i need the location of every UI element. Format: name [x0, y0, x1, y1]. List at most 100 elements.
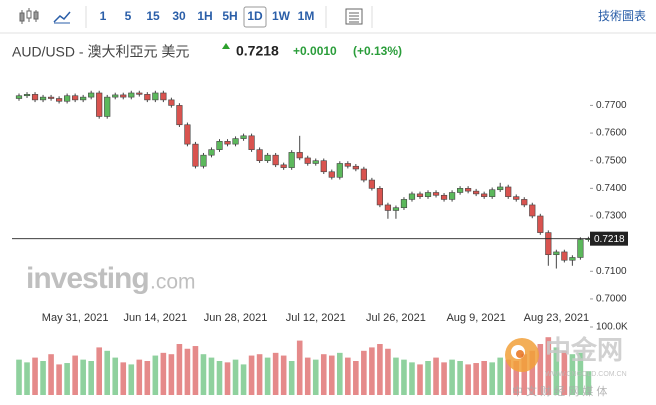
volume-bar [361, 350, 367, 395]
chart-link[interactable]: 技術圖表 [598, 9, 646, 23]
candle-body [537, 215, 544, 233]
x-tick-label: Aug 9, 2021 [446, 312, 505, 324]
volume-bar [104, 350, 111, 395]
volume-bar [24, 362, 30, 395]
watermark-brand: investing [26, 262, 149, 295]
candle-body [505, 186, 512, 197]
interval[interactable]: 1M [298, 9, 315, 23]
change-percent: (+0.13%) [353, 44, 402, 58]
candle-body [440, 194, 448, 200]
candle-body [416, 193, 424, 197]
candle-body [545, 232, 552, 256]
candle-body [489, 189, 496, 197]
table-icon[interactable] [345, 8, 363, 25]
volume-bar [320, 354, 327, 395]
volume-bar [425, 361, 431, 395]
volume-bar [200, 354, 207, 395]
volume-bar [497, 357, 503, 395]
volume-bar [521, 354, 528, 395]
candle-body [352, 165, 359, 170]
volume-bar [64, 363, 70, 395]
volume-bar [184, 348, 191, 395]
candle-body [272, 154, 279, 166]
volume-bar [216, 361, 223, 395]
candle-body [408, 193, 416, 200]
cngold-logo: 中金网 WWW.CNGOLD.COM.CN 中 文 财 经 网 媒 体 [505, 335, 627, 398]
interval[interactable]: 1 [100, 9, 107, 23]
candle-body [55, 98, 63, 102]
volume-bar [72, 355, 78, 395]
interval[interactable]: 5 [125, 9, 132, 23]
candle-body [376, 188, 384, 206]
interval[interactable]: 5H [222, 9, 237, 23]
candle-body [96, 92, 103, 117]
candle-body [184, 124, 191, 145]
volume-bar [409, 362, 415, 395]
volume-bar [304, 357, 311, 395]
candle-body [288, 152, 295, 168]
volume-bar [561, 350, 568, 395]
candle-body [168, 99, 175, 106]
candle-body [160, 92, 167, 101]
candle-body [569, 257, 576, 261]
candle-body [23, 94, 31, 97]
intervals: 1 5 15 30 1H 5H 1D 1W 1M [100, 6, 315, 28]
logo-dot [516, 350, 524, 358]
volume-bar [449, 359, 455, 395]
y-tick-label: 0.7600 [596, 128, 627, 139]
candle-icon[interactable] [19, 8, 39, 24]
last-price: 0.7218 [236, 43, 279, 59]
candle-body [47, 96, 55, 99]
candle-body [328, 171, 335, 178]
candle-body [336, 163, 343, 178]
candle-body [320, 160, 327, 173]
volume-bar [465, 364, 471, 395]
line-icon[interactable] [53, 11, 71, 23]
volume-bar [481, 361, 487, 395]
interval[interactable]: 1H [197, 9, 212, 23]
candle-body [529, 204, 536, 217]
logo-tagline: 中 文 财 经 网 媒 体 [512, 384, 607, 398]
volume-bar [280, 355, 287, 395]
candle-body [400, 199, 408, 209]
volume-bar [232, 359, 239, 395]
volume-bar [369, 347, 375, 395]
volume-bar [144, 361, 151, 395]
volume-bar [457, 361, 463, 395]
volume-bar [176, 344, 183, 395]
volume-bar [377, 344, 383, 395]
interval[interactable]: 1D [247, 9, 263, 23]
candle-body [136, 92, 143, 95]
candle-body [481, 193, 488, 197]
toolbar: 技術圖表 [19, 6, 646, 28]
plot-area: 0.7000 0.7100 0.7300 0.7400 0.7500 0.7600 0.77… [12, 90, 628, 395]
candle-body [473, 190, 480, 195]
volume-bar [505, 359, 512, 395]
active-interval-box [243, 6, 267, 28]
volume-bar [288, 361, 295, 395]
candle-body [80, 96, 87, 101]
volume-bar [136, 359, 143, 395]
volume-bar [513, 361, 520, 395]
volume-bar [56, 364, 62, 395]
candle-body [432, 192, 440, 196]
interval[interactable]: 1W [272, 9, 291, 23]
y-tick-label: 0.7400 [596, 183, 627, 194]
candle-body [240, 135, 247, 139]
volume-bar [345, 357, 351, 395]
interval[interactable]: 15 [146, 9, 160, 23]
x-tick-label: Jul 12, 2021 [286, 312, 346, 324]
candle-body [192, 143, 199, 167]
y-tick-label: 0.7100 [596, 266, 627, 277]
interval[interactable]: 30 [172, 9, 186, 23]
candle-body [465, 188, 472, 192]
x-tick-label: May 31, 2021 [42, 312, 109, 324]
candle-body [497, 186, 504, 191]
candle-body [312, 160, 319, 164]
volume-bar [312, 359, 319, 395]
candle-body [392, 207, 400, 211]
volume-bar [337, 352, 343, 395]
candle-body [368, 179, 375, 189]
candle-body [304, 157, 311, 164]
candle-body [208, 149, 215, 156]
